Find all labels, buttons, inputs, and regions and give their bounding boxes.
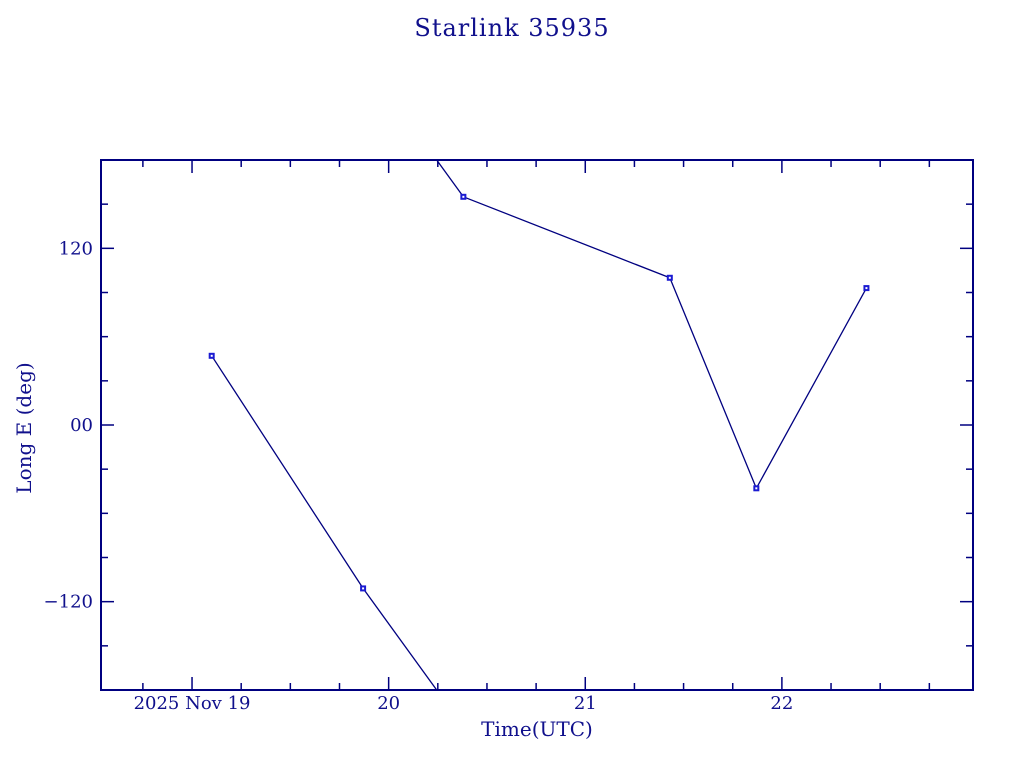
plot-frame — [100, 159, 974, 691]
x-tick-label: 21 — [574, 693, 597, 714]
x-tick-label: 20 — [377, 693, 400, 714]
data-point-marker-center — [865, 287, 868, 290]
chart-title: Starlink 35935 — [414, 14, 610, 42]
x-tick-label: 2025 Nov 19 — [134, 693, 251, 714]
y-tick-label: 00 — [70, 415, 93, 436]
series-line-segment — [669, 277, 757, 489]
series-line-segment — [463, 196, 671, 279]
series-group — [211, 160, 868, 690]
y-tick-label: 120 — [59, 238, 93, 259]
series-line-segment — [211, 355, 364, 589]
x-axis-label: Time(UTC) — [481, 717, 593, 741]
series-line-segment — [362, 588, 438, 690]
data-point-marker-center — [755, 487, 758, 490]
y-tick-label: −120 — [44, 592, 93, 613]
data-point-marker-center — [362, 587, 365, 590]
series-line-segment — [755, 287, 868, 489]
data-point-marker-center — [668, 276, 671, 279]
data-point-marker-center — [210, 354, 213, 357]
x-tick-label: 22 — [770, 693, 793, 714]
data-point-marker-center — [462, 195, 465, 198]
series-line-segment — [435, 160, 464, 198]
